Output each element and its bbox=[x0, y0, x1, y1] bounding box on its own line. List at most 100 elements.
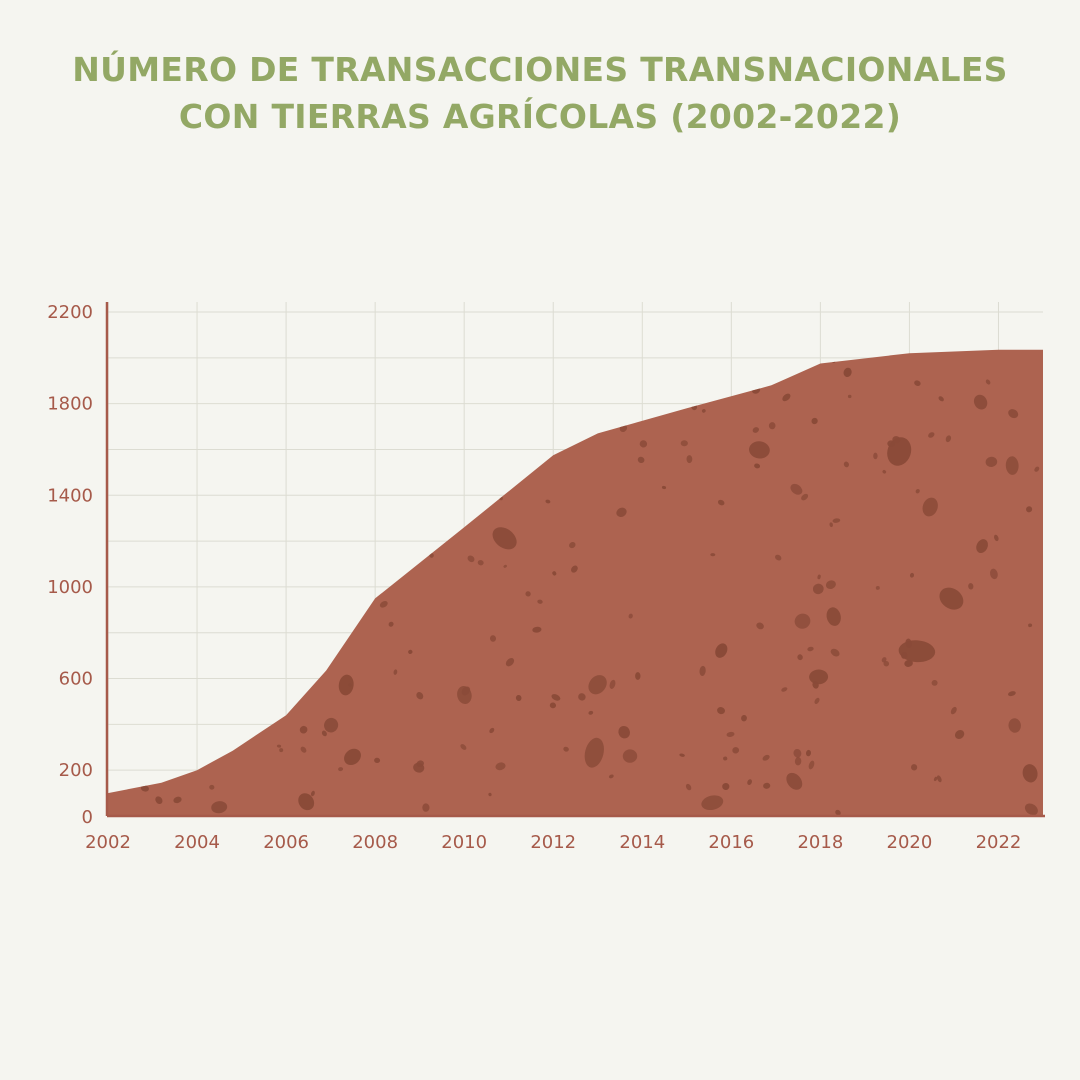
pebble bbox=[756, 622, 764, 630]
pebble bbox=[608, 774, 614, 779]
pebble bbox=[807, 646, 814, 652]
pebble bbox=[835, 809, 841, 816]
pebble bbox=[659, 349, 696, 379]
pebble bbox=[532, 626, 542, 633]
pebble bbox=[782, 393, 791, 402]
pebble bbox=[954, 730, 965, 739]
pebble bbox=[710, 553, 716, 557]
pebble bbox=[495, 762, 506, 771]
pebble bbox=[793, 748, 802, 758]
pebble bbox=[521, 449, 529, 458]
pebble bbox=[336, 622, 342, 628]
pebble bbox=[808, 760, 815, 770]
pebble bbox=[522, 351, 529, 357]
pebble bbox=[122, 542, 128, 548]
pebble bbox=[238, 455, 247, 462]
pebble bbox=[338, 767, 344, 772]
pebble bbox=[229, 692, 234, 698]
pebble bbox=[350, 353, 359, 361]
pebble bbox=[686, 455, 693, 464]
pebble bbox=[608, 370, 614, 375]
pebble bbox=[181, 397, 186, 402]
x-tick-label-2018: 2018 bbox=[797, 832, 843, 853]
pebble bbox=[437, 350, 455, 369]
pebble bbox=[492, 527, 517, 550]
pebble bbox=[197, 408, 205, 415]
pebble bbox=[628, 613, 633, 619]
pebble bbox=[408, 649, 413, 655]
pebble bbox=[939, 587, 964, 610]
pebble bbox=[381, 433, 387, 439]
pebble bbox=[265, 519, 280, 534]
pebble bbox=[630, 349, 637, 355]
pebble bbox=[435, 375, 442, 383]
pebble bbox=[825, 580, 836, 590]
pebble bbox=[140, 401, 149, 407]
pebble bbox=[794, 613, 811, 629]
pebble bbox=[752, 427, 759, 433]
pebble bbox=[160, 517, 180, 531]
pebble bbox=[749, 441, 770, 459]
y-tick-label-1800: 1800 bbox=[47, 394, 93, 415]
pebble bbox=[794, 757, 802, 766]
pebble bbox=[775, 554, 782, 561]
pebble bbox=[552, 571, 557, 576]
pebble bbox=[179, 476, 187, 484]
pebble bbox=[881, 657, 887, 663]
pebble bbox=[847, 394, 852, 399]
pebble bbox=[416, 692, 424, 700]
x-tick-label-2010: 2010 bbox=[441, 832, 487, 853]
pebble bbox=[1022, 764, 1038, 783]
pebble bbox=[630, 381, 635, 387]
pebble bbox=[385, 529, 392, 536]
pebble bbox=[429, 553, 434, 558]
pebble bbox=[165, 591, 177, 609]
pebble bbox=[973, 394, 988, 410]
pebble bbox=[551, 694, 561, 701]
pebble bbox=[147, 473, 154, 480]
pebble bbox=[135, 613, 155, 628]
pebble bbox=[116, 377, 124, 385]
pebble bbox=[1028, 623, 1033, 628]
pebble bbox=[155, 796, 163, 805]
pebble bbox=[726, 731, 735, 737]
pebble bbox=[985, 379, 991, 385]
pebble bbox=[915, 488, 920, 494]
pebble bbox=[240, 477, 249, 488]
pebble bbox=[159, 421, 167, 427]
pebble bbox=[901, 652, 908, 659]
pebble bbox=[817, 574, 821, 580]
pebble bbox=[397, 363, 407, 373]
pebble bbox=[489, 727, 495, 734]
x-tick-label-2020: 2020 bbox=[887, 832, 933, 853]
pebble bbox=[110, 737, 119, 745]
pebble bbox=[324, 436, 365, 470]
pebble bbox=[630, 369, 637, 375]
pebble bbox=[938, 396, 944, 402]
pebble bbox=[571, 565, 578, 573]
pebble bbox=[274, 464, 279, 469]
pebble bbox=[588, 675, 607, 695]
pebble bbox=[639, 440, 648, 448]
y-tick-label-2200: 2200 bbox=[47, 302, 93, 323]
pebble bbox=[797, 654, 803, 661]
pebble bbox=[904, 659, 913, 667]
pebble bbox=[224, 609, 228, 613]
y-tick-label-0: 0 bbox=[82, 807, 93, 828]
pebble bbox=[1034, 466, 1040, 472]
pebble bbox=[374, 757, 381, 764]
pebble bbox=[209, 784, 215, 790]
pebble bbox=[549, 702, 556, 709]
pebble bbox=[609, 679, 616, 689]
pebble bbox=[321, 730, 327, 737]
pebble bbox=[191, 567, 202, 576]
pebble bbox=[754, 463, 761, 469]
pebble bbox=[936, 775, 942, 783]
pebble bbox=[338, 674, 354, 696]
pebble bbox=[950, 706, 957, 715]
pebble bbox=[928, 432, 935, 438]
pebble bbox=[781, 687, 788, 692]
pebble bbox=[832, 518, 841, 523]
axis-layer bbox=[105, 302, 1045, 818]
chart-title: NÚMERO DE TRANSACCIONES TRANSNACIONALES … bbox=[0, 46, 1080, 140]
